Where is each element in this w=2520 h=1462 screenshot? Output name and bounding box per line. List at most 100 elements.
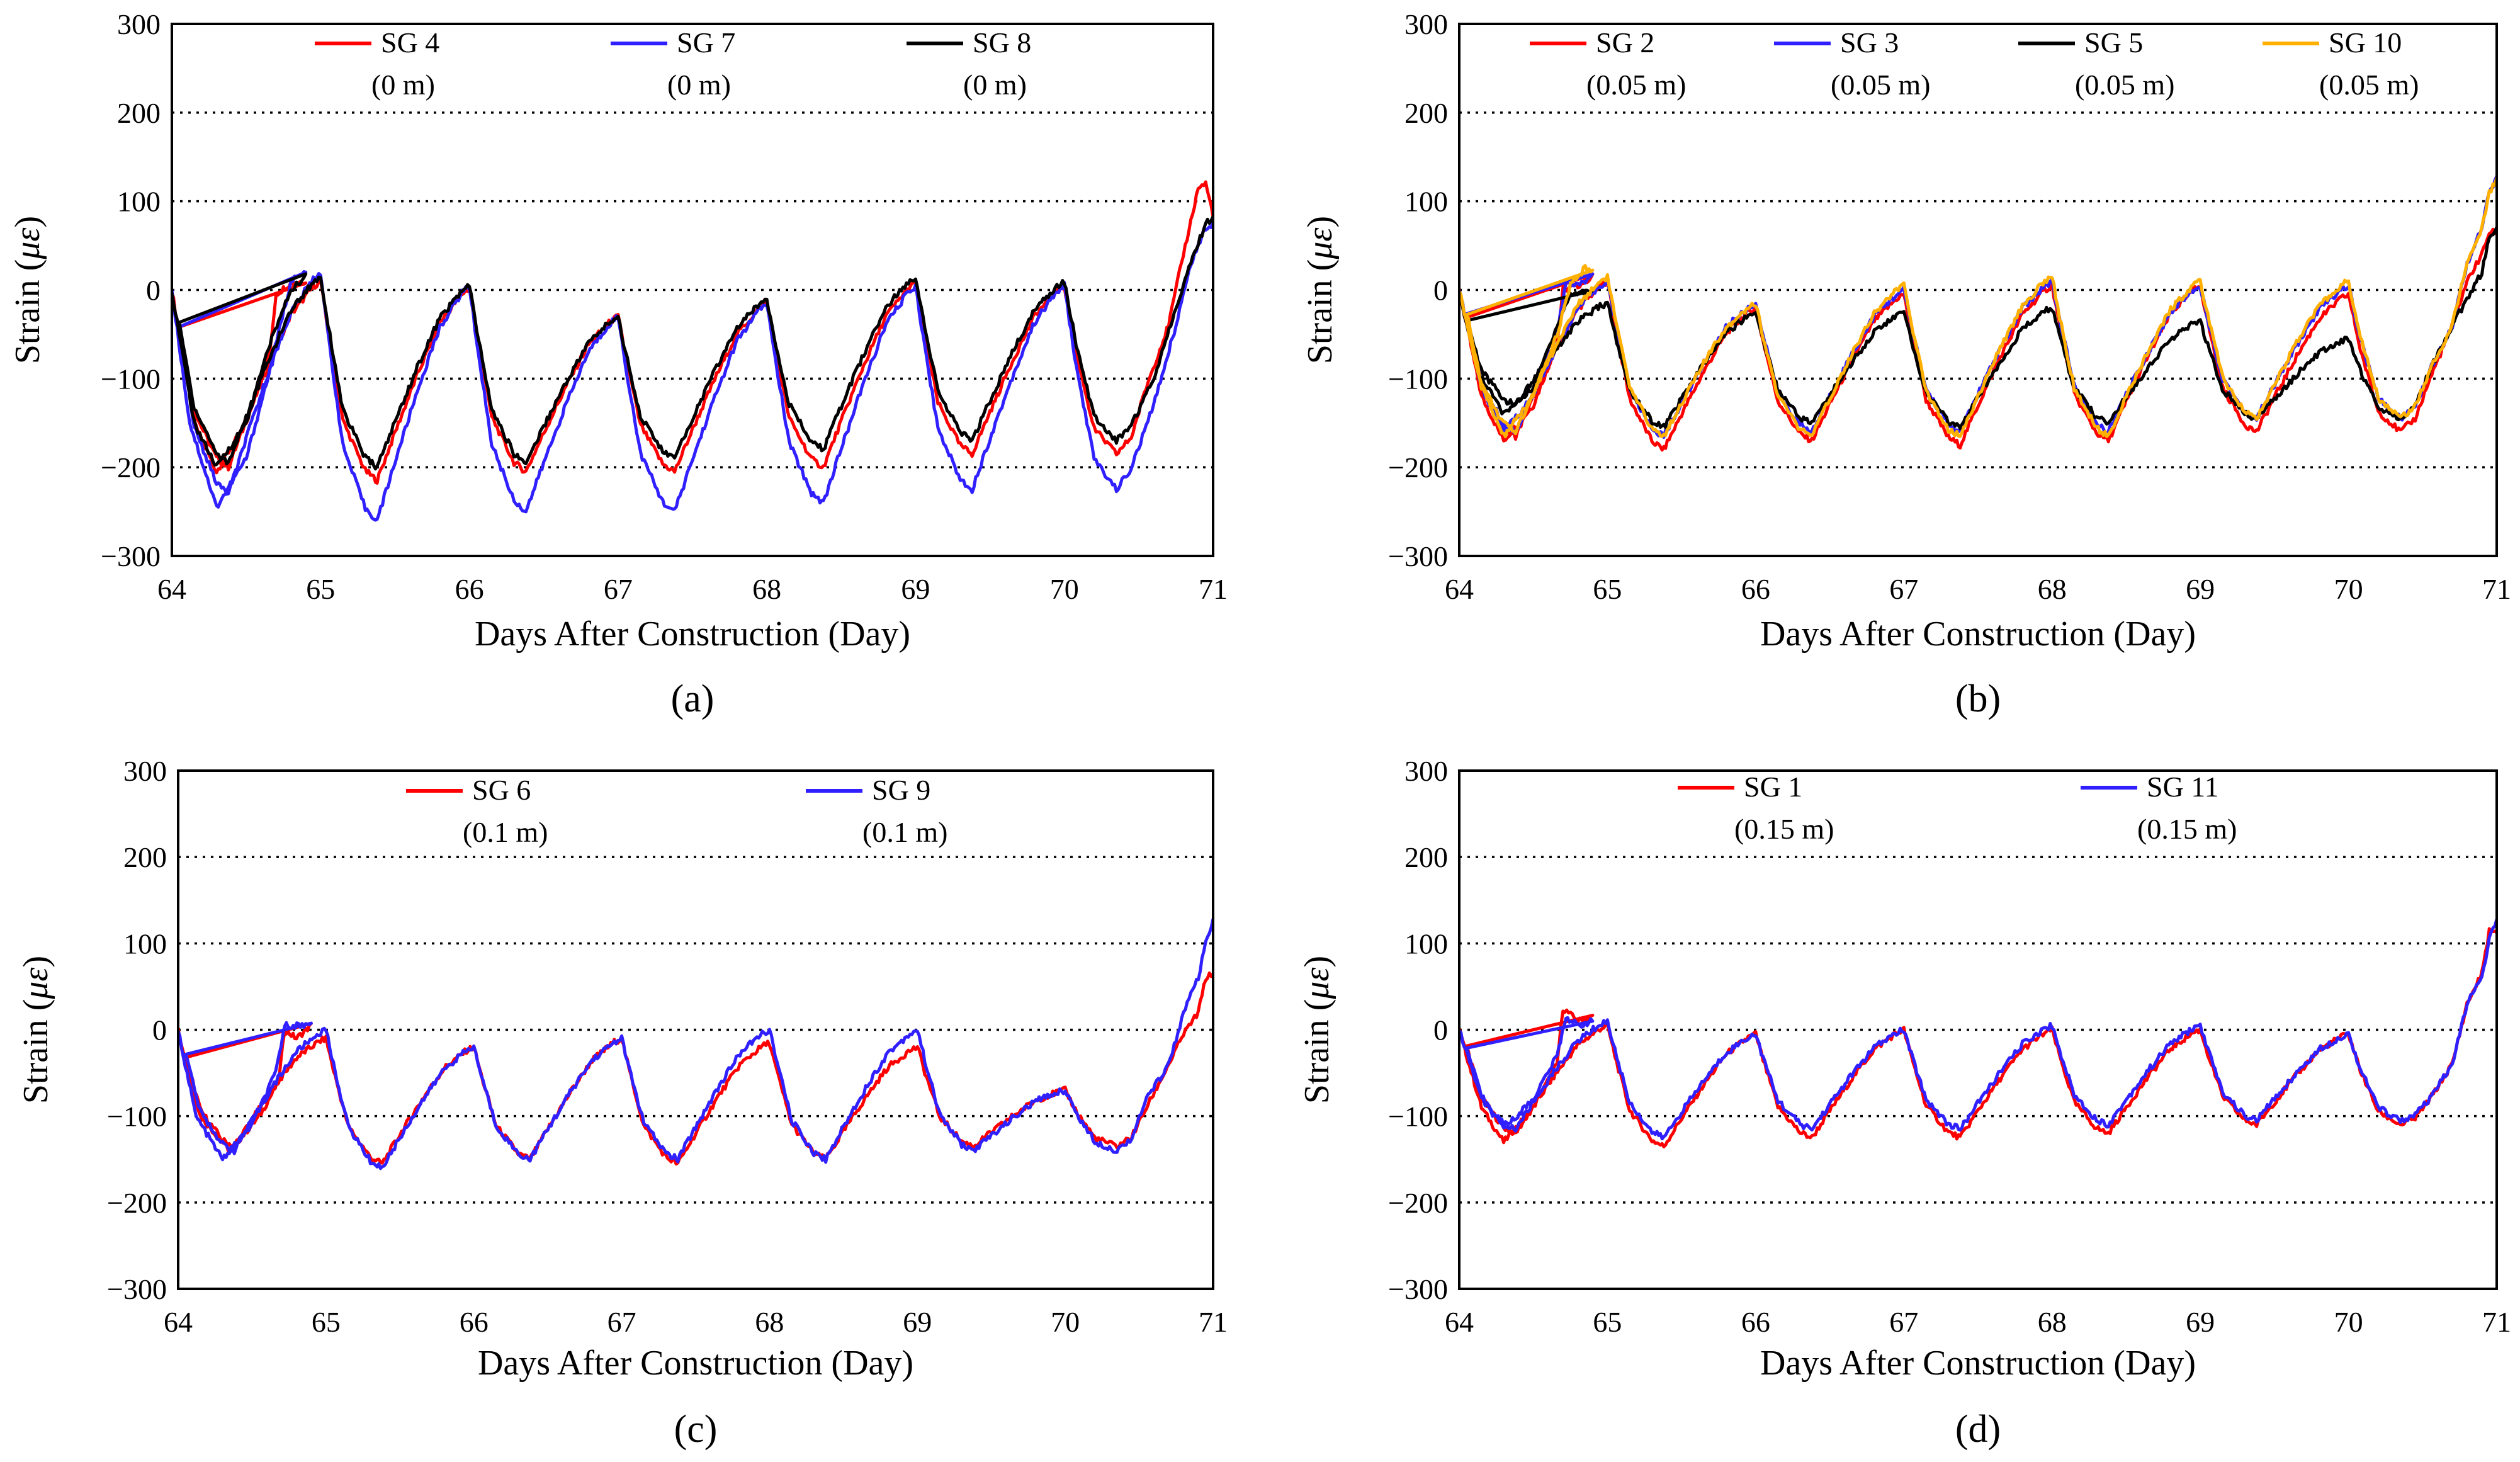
y-axis-title-suffix: ) bbox=[16, 956, 55, 968]
x-tick-label: 65 bbox=[1593, 573, 1622, 605]
legend-label: SG 8 bbox=[973, 26, 1031, 59]
x-tick-label: 67 bbox=[607, 1306, 636, 1338]
y-axis-title-symbol: με bbox=[1297, 967, 1336, 1000]
x-tick-label: 64 bbox=[1445, 1306, 1474, 1338]
y-axis-title-prefix: Strain ( bbox=[1301, 259, 1340, 364]
x-tick-label: 67 bbox=[604, 573, 633, 605]
y-tick-label: −100 bbox=[107, 1101, 167, 1133]
x-tick-label: 65 bbox=[306, 573, 335, 605]
series-line bbox=[1459, 226, 2497, 431]
legend-label: SG 2 bbox=[1596, 26, 1654, 59]
series-line bbox=[1459, 919, 2497, 1141]
chart-panel-d: −300 −200 −100 0 100 200 300 64 65 66 67 68 69 70 71 Da… bbox=[1297, 755, 2511, 1451]
y-tick-label: 200 bbox=[1404, 841, 1448, 873]
x-tick-label: 69 bbox=[2186, 573, 2215, 605]
y-tick-label: 300 bbox=[1404, 8, 1448, 40]
chart-panel-c: −300 −200 −100 0 100 200 300 64 65 66 67 68 69 70 71 Da… bbox=[16, 755, 1228, 1451]
series-line bbox=[1459, 176, 2497, 438]
series-line bbox=[178, 918, 1213, 1170]
legend-label: SG 4 bbox=[381, 26, 439, 59]
y-axis-title-suffix: ) bbox=[1297, 956, 1336, 968]
y-axis-title: Strain (με) bbox=[1297, 956, 1336, 1104]
panel-label: (a) bbox=[671, 677, 715, 720]
y-tick-label: −200 bbox=[1388, 1187, 1448, 1219]
y-tick-label: −100 bbox=[1388, 363, 1448, 395]
y-tick-label: 200 bbox=[1404, 97, 1448, 129]
x-tick-label: 64 bbox=[1445, 573, 1474, 605]
series-line bbox=[1459, 927, 2497, 1148]
plot-frame bbox=[177, 769, 1214, 1290]
y-tick-label: 300 bbox=[117, 8, 161, 40]
y-axis-title: Strain (με) bbox=[1301, 216, 1340, 364]
series-line bbox=[172, 221, 1213, 522]
x-tick-label: 66 bbox=[455, 573, 484, 605]
x-tick-label: 67 bbox=[1889, 573, 1918, 605]
legend-label: SG 9 bbox=[872, 774, 930, 806]
x-tick-label: 68 bbox=[752, 573, 781, 605]
x-axis-title: Days After Construction (Day) bbox=[475, 615, 910, 654]
y-axis-title-symbol: με bbox=[1301, 227, 1340, 260]
legend-depth: (0.1 m) bbox=[862, 816, 947, 848]
legend-label: SG 3 bbox=[1840, 26, 1899, 59]
y-tick-label: −200 bbox=[101, 451, 161, 484]
legend-depth: (0.15 m) bbox=[2137, 813, 2237, 845]
y-tick-label: 0 bbox=[1433, 275, 1448, 307]
x-tick-label: 64 bbox=[164, 1306, 193, 1338]
y-axis-title: Strain (με) bbox=[16, 956, 55, 1104]
x-tick-label: 71 bbox=[1199, 1306, 1228, 1338]
y-tick-label: 300 bbox=[123, 755, 167, 787]
y-tick-label: 100 bbox=[1404, 927, 1448, 960]
y-axis-title-prefix: Strain ( bbox=[1297, 999, 1336, 1104]
x-tick-label: 70 bbox=[2334, 1306, 2363, 1338]
y-tick-label: −300 bbox=[101, 540, 161, 572]
y-tick-label: −300 bbox=[1388, 540, 1448, 572]
x-tick-label: 69 bbox=[903, 1306, 932, 1338]
y-tick-label: 200 bbox=[123, 841, 167, 873]
legend-depth: (0.05 m) bbox=[2319, 69, 2419, 101]
y-axis-title-suffix: ) bbox=[1301, 216, 1340, 228]
x-tick-label: 71 bbox=[1199, 573, 1228, 605]
x-tick-label: 68 bbox=[2038, 1306, 2067, 1338]
legend-depth: (0.15 m) bbox=[1734, 813, 1834, 845]
plot-frame bbox=[171, 23, 1214, 557]
x-tick-label: 66 bbox=[460, 1306, 489, 1338]
y-tick-label: −300 bbox=[107, 1273, 167, 1305]
x-tick-label: 71 bbox=[2482, 1306, 2511, 1338]
legend-depth: (0.05 m) bbox=[1586, 69, 1686, 101]
x-tick-label: 65 bbox=[312, 1306, 341, 1338]
y-tick-label: −200 bbox=[107, 1187, 167, 1219]
plot-frame bbox=[1458, 769, 2498, 1290]
y-axis-title-symbol: με bbox=[16, 967, 55, 1000]
y-axis-title-prefix: Strain ( bbox=[8, 259, 47, 364]
legend-depth: (0 m) bbox=[963, 69, 1027, 101]
legend-label: SG 1 bbox=[1744, 771, 1802, 803]
y-tick-label: −100 bbox=[101, 363, 161, 395]
y-tick-label: −200 bbox=[1388, 451, 1448, 484]
legend-label: SG 10 bbox=[2329, 26, 2402, 59]
y-tick-label: 0 bbox=[1433, 1014, 1448, 1046]
y-tick-label: 0 bbox=[152, 1014, 167, 1046]
x-tick-label: 70 bbox=[1050, 573, 1079, 605]
y-tick-label: 200 bbox=[117, 97, 161, 129]
legend-label: SG 11 bbox=[2147, 771, 2219, 803]
y-tick-label: 100 bbox=[123, 927, 167, 960]
y-axis-title-prefix: Strain ( bbox=[16, 999, 55, 1104]
x-axis-title: Days After Construction (Day) bbox=[478, 1344, 913, 1383]
y-axis-title: Strain (με) bbox=[8, 216, 47, 364]
plot-frame bbox=[1458, 23, 2498, 557]
x-tick-label: 70 bbox=[1051, 1306, 1080, 1338]
y-axis-title-suffix: ) bbox=[8, 216, 47, 228]
legend-depth: (0.05 m) bbox=[2075, 69, 2174, 101]
y-tick-label: 0 bbox=[146, 275, 161, 307]
y-axis-title-symbol: με bbox=[8, 227, 47, 260]
x-tick-label: 69 bbox=[2186, 1306, 2215, 1338]
y-tick-label: −300 bbox=[1388, 1273, 1448, 1305]
x-axis-title: Days After Construction (Day) bbox=[1760, 1344, 2196, 1383]
legend-label: SG 5 bbox=[2084, 26, 2143, 59]
y-tick-label: −100 bbox=[1388, 1101, 1448, 1133]
legend-depth: (0.1 m) bbox=[463, 816, 548, 848]
panel-label: (d) bbox=[1955, 1408, 2001, 1451]
x-tick-label: 65 bbox=[1593, 1306, 1622, 1338]
panel-label: (b) bbox=[1955, 677, 2001, 720]
